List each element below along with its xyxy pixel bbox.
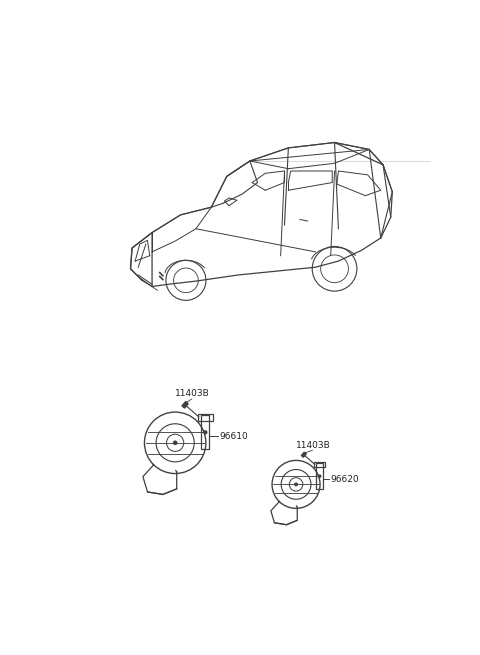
- Text: 96620: 96620: [330, 475, 359, 484]
- Text: 96610: 96610: [219, 432, 248, 441]
- Circle shape: [204, 431, 207, 434]
- Circle shape: [318, 475, 321, 477]
- Polygon shape: [301, 452, 306, 457]
- Text: 11403B: 11403B: [296, 441, 331, 450]
- Text: 11403B: 11403B: [175, 389, 210, 398]
- Circle shape: [174, 441, 177, 445]
- Polygon shape: [182, 402, 188, 408]
- Circle shape: [295, 483, 297, 485]
